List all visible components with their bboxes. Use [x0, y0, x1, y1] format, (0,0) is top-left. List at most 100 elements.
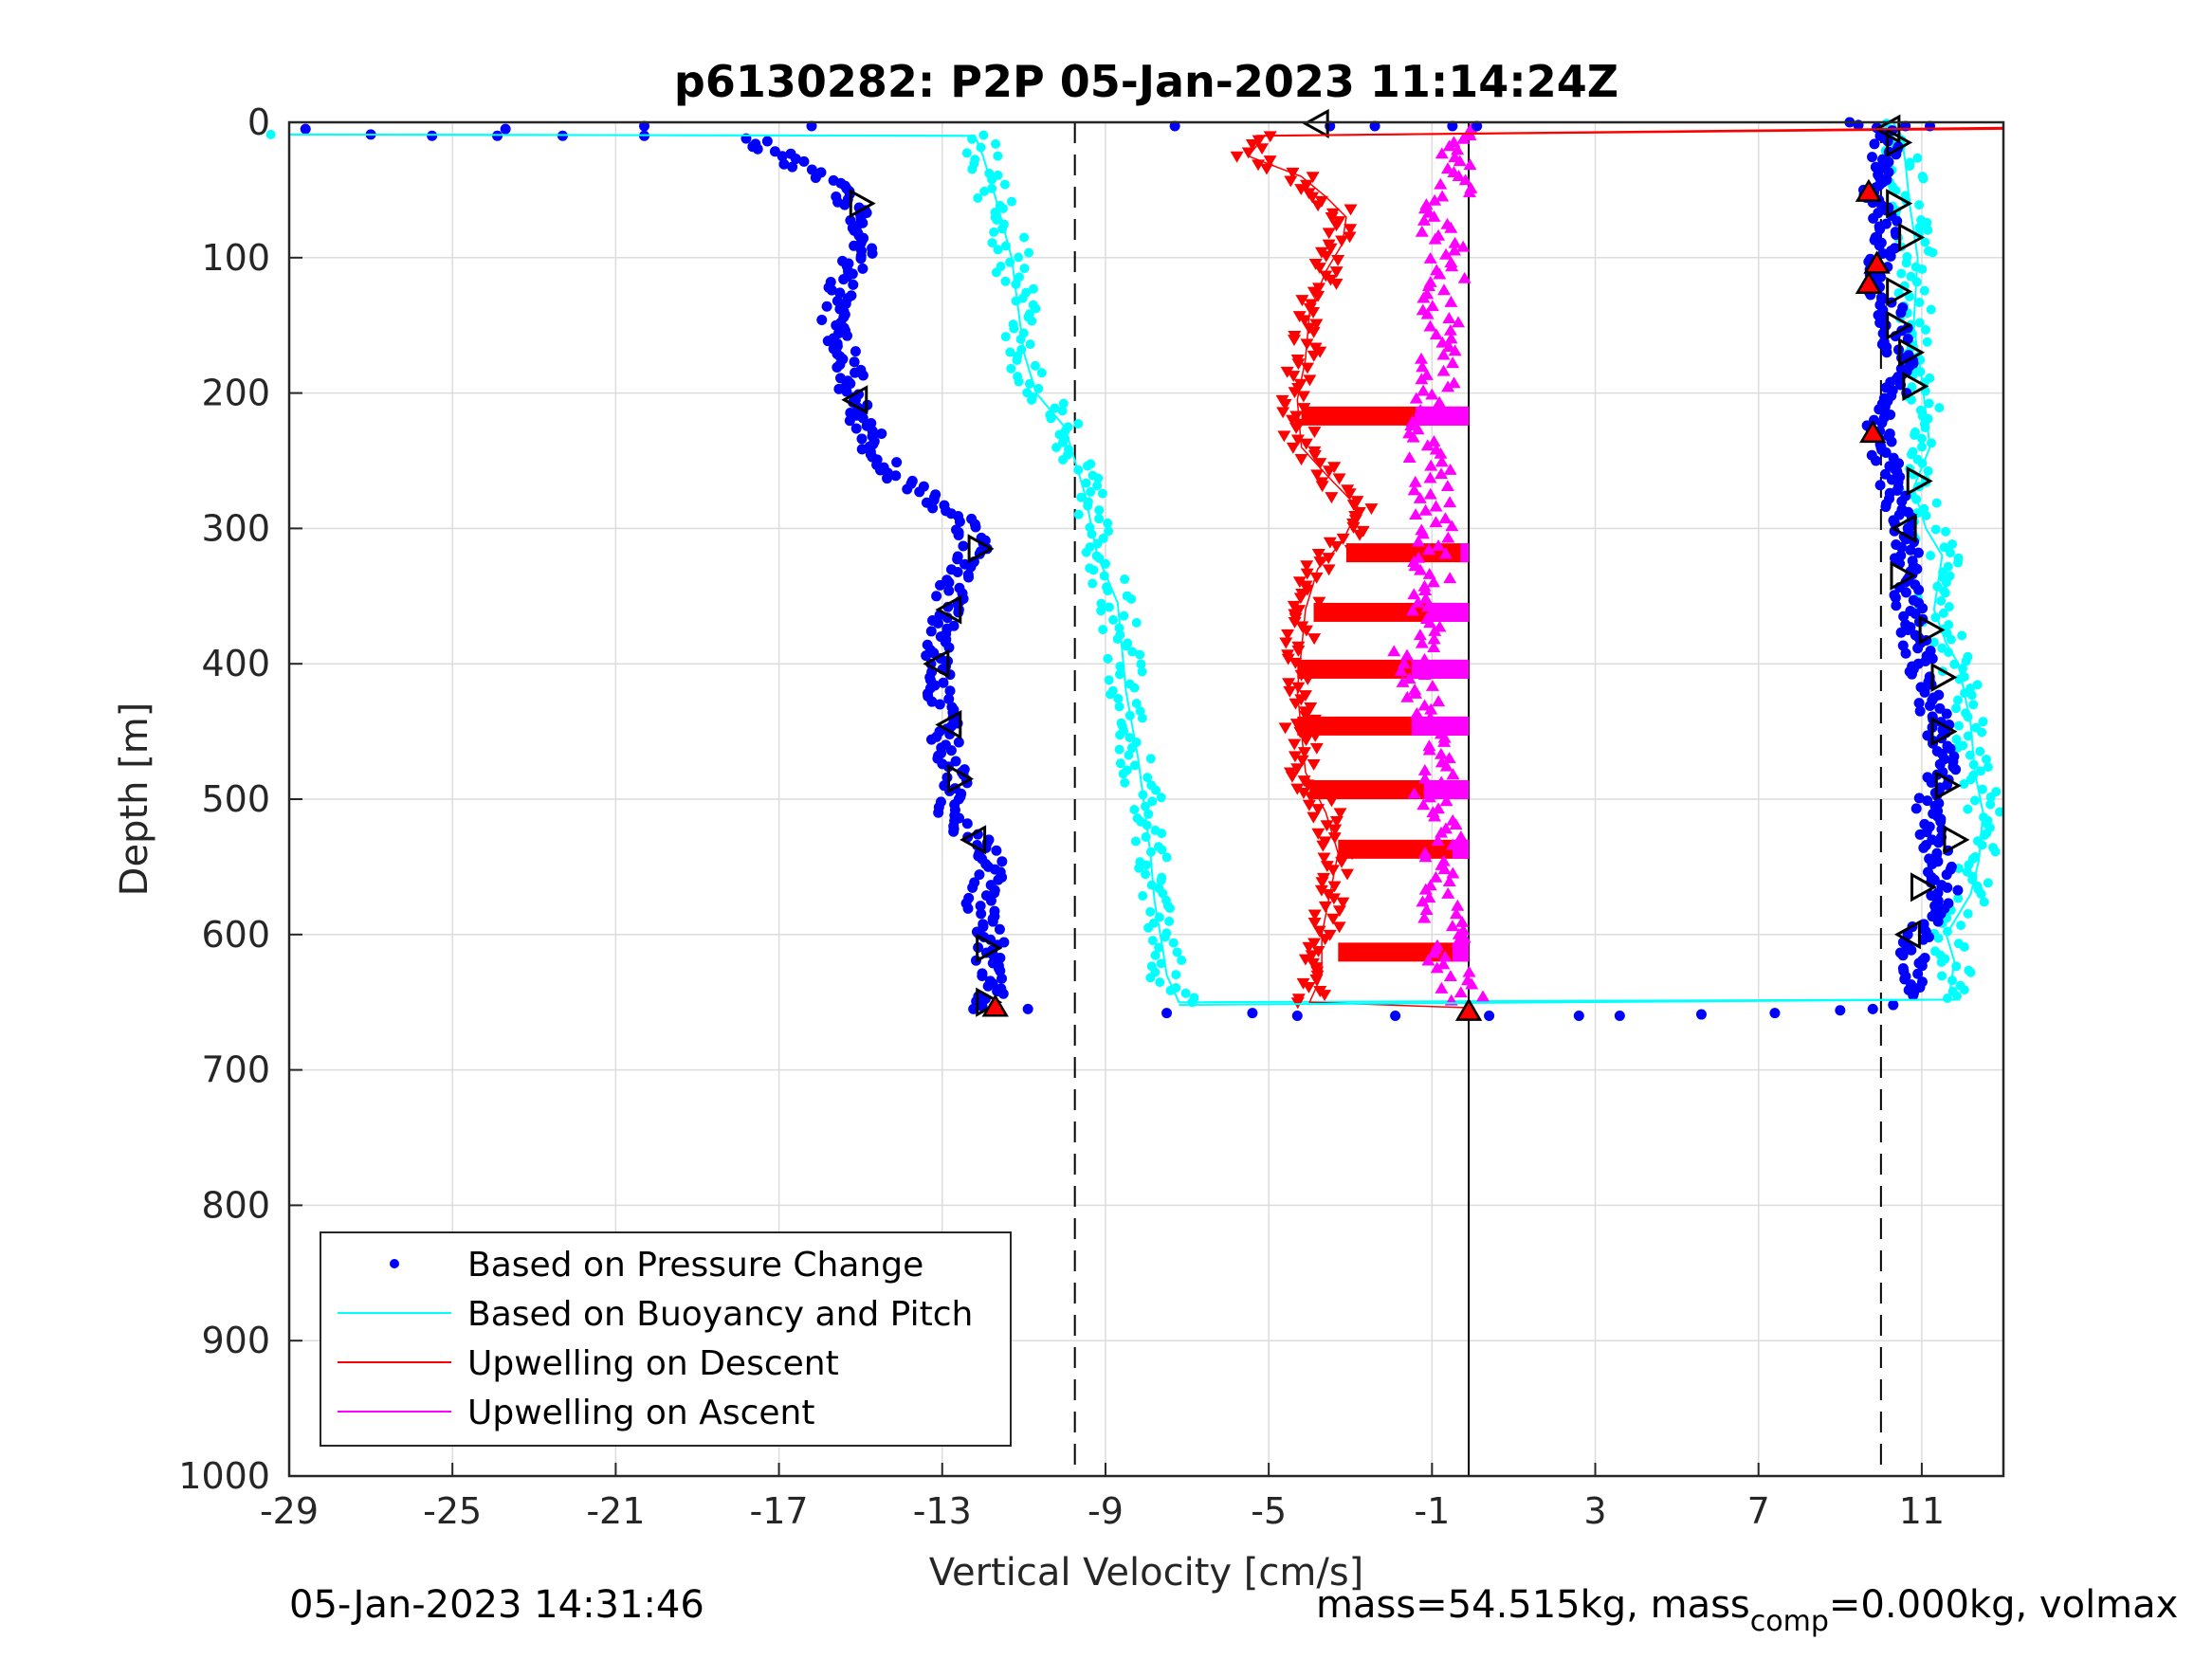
upwelling-ascent-marker: [1419, 198, 1434, 210]
buoyancy-point: [1937, 643, 1947, 653]
buoyancy-point: [1147, 796, 1158, 807]
pressure-point: [821, 301, 832, 312]
upwelling-descent-marker: [1288, 617, 1302, 629]
upwelling-ascent-marker: [1435, 147, 1449, 159]
pressure-point: [1870, 231, 1881, 243]
buoyancy-point: [1912, 153, 1923, 163]
pressure-point: [857, 412, 868, 424]
pressure-point: [832, 361, 843, 373]
y-tick-label: 400: [201, 643, 270, 684]
upwelling-descent-marker: [1295, 295, 1309, 307]
pressure-point: [985, 895, 996, 906]
buoyancy-point: [1131, 617, 1142, 628]
buoyancy-point: [1088, 565, 1099, 575]
buoyancy-point: [1945, 571, 1955, 581]
hollow-triangle-marker: [1886, 189, 1913, 219]
upwelling-ascent-marker: [1444, 332, 1458, 344]
upwelling-ascent-marker: [1443, 323, 1457, 336]
buoyancy-point: [1156, 875, 1166, 885]
buoyancy-point: [1138, 891, 1148, 902]
upwelling-ascent-marker: [1457, 271, 1472, 283]
buoyancy-point: [1172, 947, 1182, 957]
buoyancy-point: [1978, 717, 1988, 727]
pressure-point: [953, 530, 964, 541]
buoyancy-point: [1164, 916, 1175, 926]
upwelling-descent-marker: [1313, 556, 1327, 569]
buoyancy-point: [1156, 958, 1166, 969]
mass-footer: mass=54.515kg, masscomp=0.000kg, volmax: [1316, 1583, 2178, 1638]
buoyancy-point: [1180, 988, 1191, 998]
upwelling-descent-marker: [1315, 877, 1329, 889]
upwelling-descent-marker: [1306, 191, 1320, 204]
pressure-point: [761, 136, 773, 147]
upwelling-descent-marker: [1279, 637, 1293, 649]
upwelling-ascent-marker: [1432, 802, 1446, 814]
upwelling-descent-marker: [1281, 653, 1295, 665]
upwelling-descent-marker: [1326, 913, 1341, 925]
buoyancy-point: [1951, 703, 1962, 714]
volmax-text: =0.000kg, volmax: [1828, 1583, 2179, 1627]
upwelling-ascent-marker: [1411, 535, 1425, 547]
buoyancy-point: [1930, 946, 1941, 957]
pressure-point: [1867, 152, 1878, 163]
buoyancy-point: [1158, 888, 1168, 899]
pressure-point: [500, 123, 511, 135]
hollow-triangle-marker: [841, 385, 868, 415]
buoyancy-point: [997, 203, 1008, 213]
buoyancy-point: [978, 130, 989, 140]
upwelling-ascent-marker: [1435, 455, 1449, 467]
pressure-point: [891, 457, 903, 468]
buoyancy-point: [1160, 932, 1170, 942]
upwelling-ascent-marker: [1411, 423, 1425, 435]
upwelling-ascent-marker: [1422, 791, 1436, 803]
upwelling-ascent-marker: [1436, 854, 1451, 866]
buoyancy-point: [1981, 755, 1991, 765]
upwelling-ascent-marker: [1446, 838, 1460, 850]
hollow-triangle-marker: [1886, 310, 1913, 340]
upwelling-ascent-marker: [1417, 798, 1431, 811]
upwelling-descent-marker: [1311, 290, 1325, 302]
upwelling-ascent-marker: [1458, 173, 1472, 186]
upwelling-descent-marker: [1364, 503, 1379, 515]
buoyancy-point: [1934, 403, 1945, 413]
buoyancy-point: [1968, 700, 1979, 710]
buoyancy-point: [1969, 795, 1980, 806]
buoyancy-point: [1143, 922, 1154, 933]
filled-triangle-marker: [1855, 178, 1883, 202]
buoyancy-point: [1156, 793, 1166, 803]
buoyancy-point: [967, 164, 978, 174]
buoyancy-point: [1036, 368, 1047, 378]
upwelling-ascent-marker: [1435, 775, 1449, 788]
upwelling-ascent-marker: [1423, 879, 1437, 891]
upwelling-descent-marker: [1332, 921, 1346, 934]
pressure-point: [1922, 866, 1933, 878]
pressure-point: [1922, 772, 1933, 783]
upwelling-ascent-marker: [1451, 899, 1465, 911]
pressure-point: [943, 577, 955, 589]
pressure-point: [1919, 818, 1930, 830]
pressure-point: [1910, 629, 1921, 641]
upwelling-ascent-marker: [1437, 283, 1452, 296]
buoyancy-point: [979, 186, 990, 196]
pressure-point: [856, 444, 868, 455]
upwelling-ascent-marker: [1417, 699, 1432, 711]
buoyancy-point: [993, 245, 1003, 255]
pressure-point: [925, 626, 937, 637]
upwelling-descent-marker: [1296, 787, 1310, 799]
legend: Based on Pressure Change Based on Buoyanc…: [320, 1231, 1012, 1447]
pressure-point: [1910, 579, 1921, 591]
upwelling-ascent-marker: [1455, 915, 1470, 927]
upwelling-ascent-marker: [1409, 508, 1423, 520]
pressure-point: [1918, 919, 1929, 930]
buoyancy-point: [1094, 514, 1105, 524]
pressure-point: [798, 155, 810, 167]
buoyancy-point: [1914, 200, 1925, 210]
legend-label: Upwelling on Descent: [467, 1344, 839, 1383]
pressure-point: [300, 123, 311, 135]
pressure-point: [838, 274, 850, 285]
upwelling-ascent-marker: [1407, 787, 1421, 799]
upwelling-descent-marker: [1301, 779, 1315, 792]
pressure-point: [1933, 797, 1945, 809]
pressure-point: [849, 240, 860, 251]
pressure-point: [902, 483, 913, 495]
